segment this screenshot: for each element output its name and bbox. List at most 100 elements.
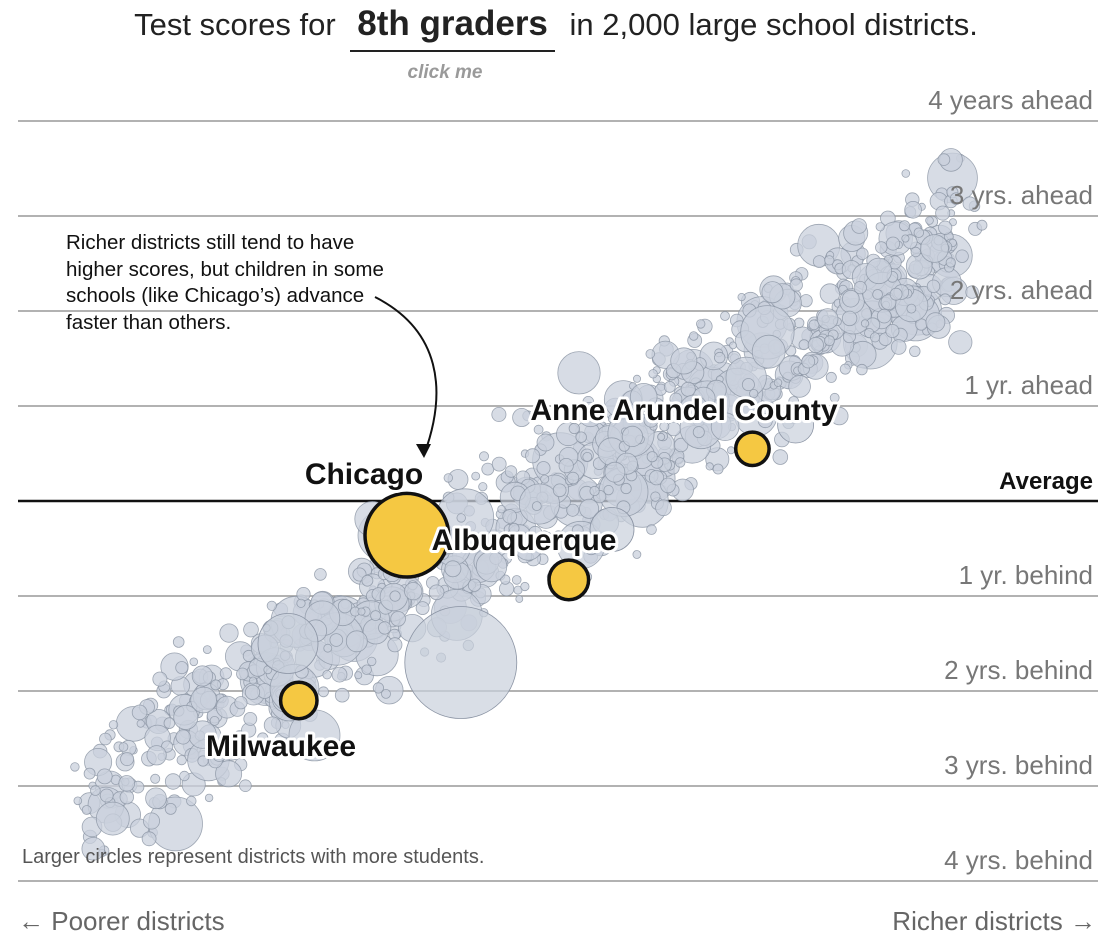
district-bubble — [99, 788, 114, 803]
y-tick-label: 1 yr. ahead — [964, 370, 1093, 400]
district-bubble — [118, 775, 135, 792]
highlight-bubble-milwaukee[interactable] — [278, 680, 319, 721]
district-bubble — [901, 234, 910, 243]
district-bubble — [937, 153, 951, 166]
district-bubble — [179, 770, 190, 782]
district-bubble — [478, 482, 488, 492]
district-bubble — [390, 610, 406, 627]
highlight-bubble-chicago[interactable] — [363, 491, 451, 579]
district-bubble — [189, 657, 199, 667]
district-bubble — [331, 666, 348, 683]
district-bubble — [566, 503, 580, 517]
district-bubble — [714, 351, 726, 364]
district-bubble — [663, 380, 676, 393]
district-bubble — [533, 424, 544, 435]
district-bubble — [329, 633, 344, 647]
district-bubble — [939, 293, 951, 306]
district-bubble — [643, 412, 659, 428]
district-bubble — [673, 437, 689, 453]
district-bubble — [540, 531, 553, 545]
district-bubble — [531, 501, 542, 512]
district-bubble — [248, 676, 257, 685]
district-bubble — [525, 448, 541, 464]
district-bubble — [536, 461, 551, 476]
district-bubble — [219, 667, 232, 680]
district-bubble — [632, 550, 642, 559]
district-bubble — [856, 247, 869, 261]
district-bubble — [387, 637, 403, 653]
district-bubble — [660, 477, 676, 494]
district-bubble — [789, 278, 803, 292]
title-prefix: Test scores for — [134, 7, 336, 42]
district-bubble — [824, 255, 835, 266]
district-bubble — [751, 334, 786, 369]
district-bubble — [323, 643, 333, 653]
district-bubble — [175, 661, 189, 675]
district-bubble — [173, 704, 199, 730]
district-bubble — [938, 220, 953, 235]
district-bubble — [361, 664, 372, 675]
district-bubble — [404, 606, 518, 719]
y-tick-label: 3 yrs. behind — [944, 750, 1093, 780]
district-bubble — [746, 398, 756, 408]
district-bubble — [772, 449, 789, 465]
district-bubble — [266, 600, 277, 611]
district-bubble — [579, 498, 600, 519]
district-bubble — [860, 319, 870, 328]
district-bubble — [696, 319, 706, 329]
district-bubble — [646, 451, 658, 463]
district-bubble — [500, 574, 511, 585]
district-bubble — [70, 762, 80, 772]
district-bubble — [603, 484, 614, 496]
district-bubble — [428, 584, 445, 601]
district-bubble — [172, 636, 185, 648]
district-bubble — [83, 767, 96, 780]
district-bubble — [354, 671, 363, 680]
district-bubble — [163, 717, 176, 729]
district-bubble — [296, 598, 306, 608]
district-bubble — [913, 227, 925, 238]
district-bubble — [812, 255, 826, 269]
district-bubble — [976, 219, 988, 231]
district-bubble — [389, 590, 401, 602]
district-bubble — [793, 317, 805, 329]
district-bubble — [720, 311, 730, 321]
grade-selector[interactable]: 8th graders — [350, 4, 555, 52]
district-bubble — [777, 406, 814, 444]
district-bubble — [582, 451, 593, 462]
district-bubble — [263, 716, 282, 734]
highlight-bubble-anne-arundel-county[interactable] — [733, 430, 771, 468]
district-bubble — [219, 623, 239, 643]
district-bubble — [119, 789, 135, 805]
x-label-right: Richer districts → — [892, 906, 1096, 936]
district-bubble — [890, 339, 907, 355]
district-bubble — [841, 289, 860, 308]
district-bubble — [210, 679, 222, 691]
district-bubble — [540, 474, 550, 484]
district-bubble — [164, 773, 182, 790]
district-bubble — [99, 732, 112, 746]
chart-title: Test scores for 8th graders in 2,000 lar… — [0, 4, 1112, 52]
district-bubble — [589, 507, 635, 552]
district-bubble — [237, 745, 246, 755]
district-bubble — [243, 621, 259, 638]
district-bubble — [729, 341, 737, 350]
district-bubble — [909, 345, 921, 358]
district-bubble — [589, 485, 600, 497]
district-bubble — [415, 601, 430, 615]
click-hint[interactable]: click me — [407, 62, 483, 83]
district-bubble — [334, 687, 350, 703]
district-bubble — [875, 241, 888, 254]
district-bubble — [514, 532, 543, 561]
district-bubble — [318, 686, 329, 698]
district-bubble — [487, 534, 498, 544]
district-bubble — [935, 205, 951, 221]
highlight-bubble-albuquerque[interactable] — [547, 558, 591, 602]
district-bubble — [511, 575, 522, 585]
district-bubble — [491, 456, 507, 472]
district-bubble — [552, 483, 567, 498]
district-bubble — [95, 801, 130, 836]
district-bubble — [150, 773, 161, 784]
district-bubble — [504, 465, 518, 478]
